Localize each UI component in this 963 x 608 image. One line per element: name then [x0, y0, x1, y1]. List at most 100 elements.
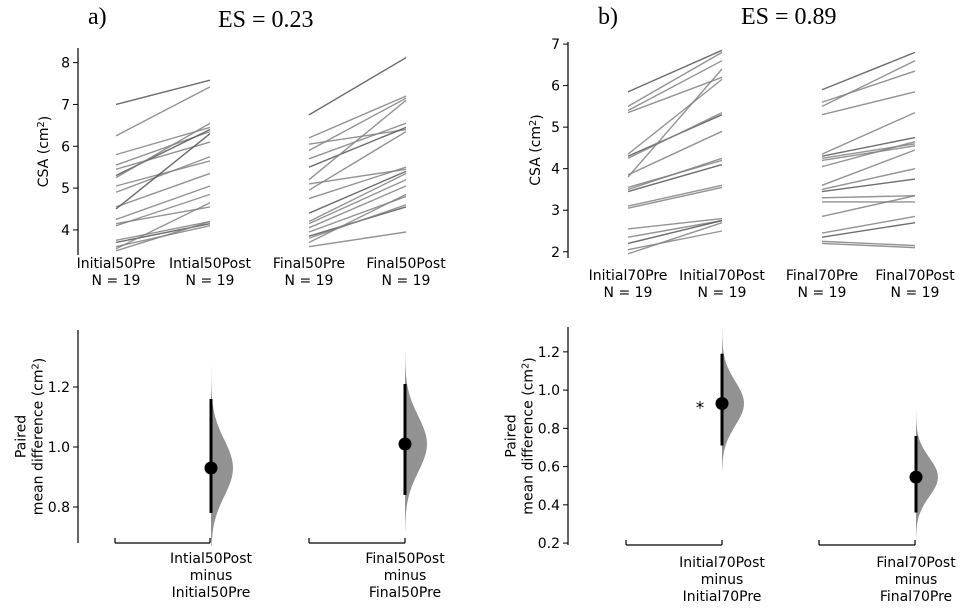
- y-axis-label: Pairedmean difference (cm2): [14, 358, 48, 515]
- y-tick-label: 6: [551, 79, 560, 95]
- paired-line: [627, 51, 723, 107]
- paired-line: [627, 219, 723, 245]
- paired-line: [627, 78, 723, 155]
- paired-line: [627, 230, 723, 251]
- paired-line: [627, 159, 723, 189]
- y-tick-label: 2: [551, 245, 560, 261]
- paired-line: [821, 222, 916, 238]
- comparison-label: Initial50Pre: [172, 585, 251, 601]
- paired-line: [821, 194, 916, 199]
- paired-line: [627, 222, 723, 255]
- y-tick-label: 0.4: [538, 498, 560, 514]
- y-tick-label: 1.2: [538, 345, 560, 361]
- paired-line: [821, 136, 916, 157]
- x-tick-label: Initial50Pre: [77, 256, 156, 272]
- paired-line: [115, 160, 211, 187]
- paired-line: [627, 60, 723, 112]
- comparison-label: Final50Pre: [369, 585, 441, 601]
- comparison-label: Final50Post: [365, 551, 445, 567]
- x-tick-count: N = 19: [604, 285, 653, 301]
- paired-line: [821, 195, 916, 218]
- comparison-label: Initial70Post: [679, 555, 765, 571]
- y-tick-label: 8: [61, 56, 70, 72]
- x-tick-count: N = 19: [382, 273, 431, 289]
- paired-line: [821, 240, 916, 247]
- paired-line: [821, 149, 916, 186]
- comparison-label: Final70Post: [876, 555, 956, 571]
- paired-line: [821, 91, 916, 116]
- mean-difference-point: [715, 396, 729, 410]
- paired-line: [308, 172, 407, 223]
- panel-b-effect-size: ES = 0.89: [741, 4, 837, 30]
- paired-line: [308, 231, 407, 248]
- bootstrap-distribution: [211, 363, 233, 546]
- x-tick-label: Final50Post: [366, 256, 446, 272]
- comparison-label: minus: [190, 568, 233, 584]
- paired-line: [821, 215, 916, 234]
- paired-line: [308, 170, 407, 214]
- paired-line: [308, 97, 407, 152]
- paired-line: [821, 141, 916, 168]
- y-tick-label: 1.0: [538, 383, 560, 399]
- x-tick-label: Final70Pre: [786, 268, 858, 284]
- y-axis-label: CSA (cm2): [36, 116, 54, 187]
- mean-difference-point: [398, 437, 412, 451]
- paired-line: [308, 122, 407, 160]
- paired-line: [308, 126, 407, 168]
- y-tick-label: 7: [61, 97, 70, 113]
- paired-line: [627, 219, 723, 238]
- paired-line: [821, 178, 916, 193]
- x-tick-count: N = 19: [798, 285, 847, 301]
- panel-b-letter: b): [598, 4, 618, 30]
- paired-line: [308, 185, 407, 229]
- y-axis-label: Pairedmean difference (cm2): [504, 357, 538, 514]
- y-tick-label: 0.8: [48, 500, 70, 516]
- paired-line: [627, 76, 723, 114]
- bootstrap-distribution: [405, 351, 427, 531]
- paired-line: [627, 163, 723, 193]
- paired-line: [821, 242, 916, 249]
- x-tick-label: Final50Pre: [273, 256, 345, 272]
- paired-line: [308, 166, 407, 200]
- paired-line: [115, 172, 211, 208]
- x-tick-label: Initial70Post: [679, 268, 765, 284]
- paired-line: [627, 184, 723, 207]
- x-tick-label: Final70Post: [875, 268, 955, 284]
- paired-line: [115, 220, 211, 242]
- comparison-label: Final70Pre: [880, 589, 952, 605]
- comparison-label: minus: [895, 572, 938, 588]
- paired-line: [308, 95, 407, 139]
- y-tick-label: 3: [551, 203, 560, 219]
- paired-line: [115, 220, 211, 252]
- paired-line: [115, 156, 211, 193]
- paired-line: [627, 68, 723, 178]
- paired-line: [627, 130, 723, 176]
- paired-line: [821, 60, 916, 108]
- paired-line: [821, 70, 916, 103]
- paired-line: [115, 133, 211, 210]
- x-tick-count: N = 19: [92, 273, 141, 289]
- paired-line: [821, 51, 916, 91]
- mean-difference-point: [204, 461, 218, 475]
- paired-line: [627, 49, 723, 93]
- comparison-label: minus: [701, 572, 744, 588]
- panel-a-letter: a): [88, 4, 107, 30]
- y-tick-label: 0.6: [538, 460, 560, 476]
- paired-line: [115, 86, 211, 137]
- paired-line: [627, 111, 723, 159]
- x-tick-count: N = 19: [285, 273, 334, 289]
- mean-difference-point: [909, 470, 923, 484]
- x-tick-count: N = 19: [891, 285, 940, 301]
- paired-line: [308, 204, 407, 239]
- comparison-label: Initial70Pre: [683, 589, 762, 605]
- y-tick-label: 5: [61, 181, 70, 197]
- paired-line: [115, 202, 211, 250]
- paired-line: [308, 99, 407, 181]
- paired-line: [115, 79, 211, 106]
- paired-line: [627, 186, 723, 209]
- paired-line: [627, 217, 723, 230]
- paired-line: [308, 179, 407, 225]
- paired-line: [821, 111, 916, 155]
- x-tick-count: N = 19: [186, 273, 235, 289]
